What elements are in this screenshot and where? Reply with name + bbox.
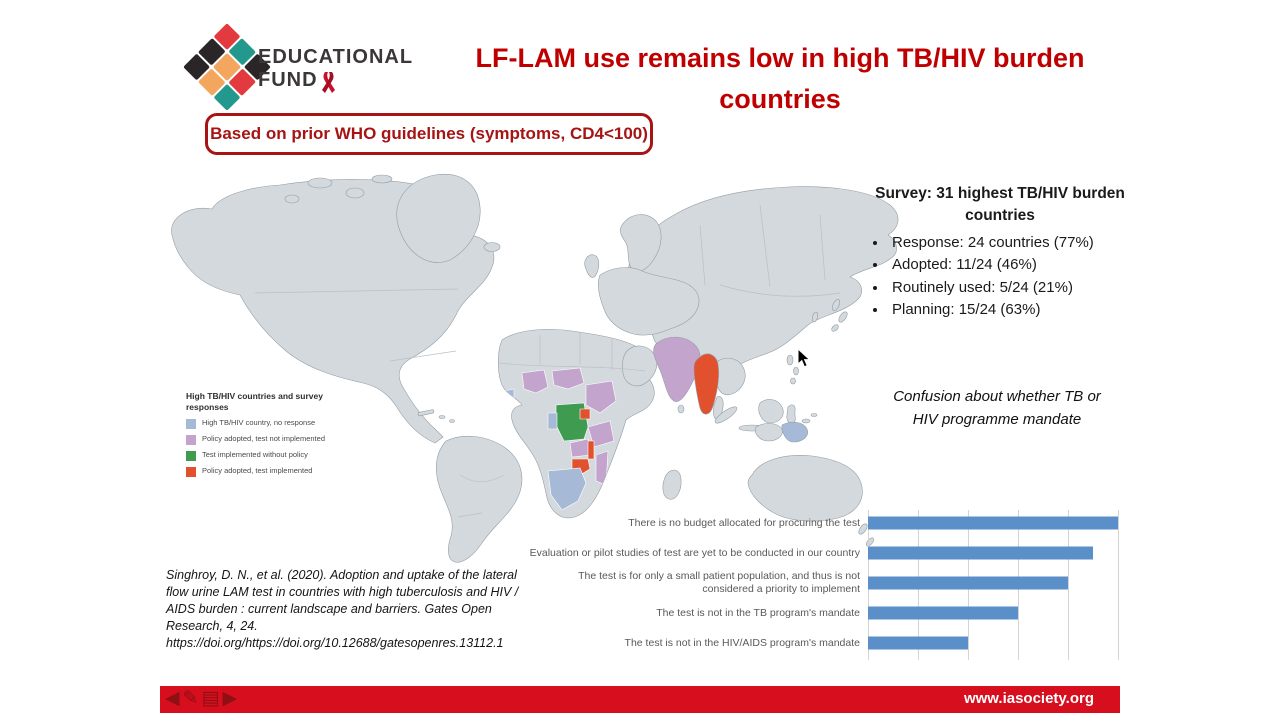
previous-arrow-icon[interactable]: ◀ (165, 687, 183, 709)
survey-bullet: Planning: 15/24 (63%) (888, 299, 1128, 322)
bar-track (868, 568, 1118, 598)
map-country-policy-not-implemented (521, 369, 549, 394)
map-europe (598, 267, 700, 336)
notes-icon[interactable]: ▤ (201, 687, 223, 709)
barriers-bar-chart: There is no budget allocated for procuri… (528, 508, 1120, 660)
legend-item: Policy adopted, test not implemented (186, 434, 344, 446)
map-myanmar-thailand (693, 353, 719, 415)
map-country-policy-implemented (579, 408, 591, 420)
who-guidelines-callout: Based on prior WHO guidelines (symptoms,… (205, 113, 653, 155)
map-country-policy-not-implemented (587, 420, 615, 448)
bar (868, 636, 968, 650)
map-legend: High TB/HIV countries and survey respons… (186, 391, 344, 478)
survey-bullet: Response: 24 countries (77%) (888, 232, 1128, 255)
map-australia (747, 455, 863, 522)
mouse-cursor-icon (797, 348, 811, 368)
legend-item: High TB/HIV country, no response (186, 418, 344, 430)
legend-item: Policy adopted, test implemented (186, 466, 344, 478)
bar (868, 576, 1068, 590)
bar-label: The test is not in the HIV/AIDS program'… (624, 636, 860, 649)
bar-track (868, 628, 1118, 658)
map-country-policy-implemented (587, 440, 595, 460)
bar (868, 606, 1018, 620)
chart-row: The test is not in the TB program's mand… (528, 598, 1120, 628)
chart-row: There is no budget allocated for procuri… (528, 508, 1120, 538)
map-scandinavia (620, 214, 662, 272)
bar-label: Evaluation or pilot studies of test are … (529, 546, 860, 559)
world-map (171, 173, 899, 563)
callout-text: Based on prior WHO guidelines (symptoms,… (210, 124, 648, 143)
bar-track (868, 508, 1118, 538)
survey-summary: Survey: 31 highest TB/HIV burden countri… (872, 183, 1128, 322)
map-country-no-response (547, 412, 558, 430)
survey-heading: Survey: 31 highest TB/HIV burden countri… (875, 185, 1125, 225)
citation: Singhroy, D. N., et al. (2020). Adoption… (166, 568, 519, 650)
footer-url: www.iasociety.org (963, 690, 1094, 707)
map-arabia (622, 345, 658, 387)
chart-row: Evaluation or pilot studies of test are … (528, 538, 1120, 568)
legend-swatch-policy-adopted (186, 435, 196, 446)
bar-track (868, 598, 1118, 628)
bar-track (868, 538, 1118, 568)
logo-line1: EDUCATIONAL (258, 46, 414, 68)
map-india (653, 336, 701, 402)
slide-nav-icons: ◀✎▤▶ (165, 687, 240, 709)
map-papua-new-guinea (781, 421, 808, 443)
bar (868, 546, 1093, 560)
survey-bullet: Adopted: 11/24 (46%) (888, 254, 1128, 277)
map-country-policy-not-implemented (551, 367, 585, 390)
legend-swatch-policy-implemented (186, 467, 196, 478)
map-asia (625, 186, 899, 383)
survey-bullet: Routinely used: 5/24 (21%) (888, 277, 1128, 300)
map-country-policy-not-implemented (595, 450, 609, 486)
pencil-icon[interactable]: ✎ (182, 687, 202, 709)
logo-wordmark: EDUCATIONAL FUND (258, 46, 413, 97)
legend-item: Test implemented without policy (186, 450, 344, 462)
map-iceland (483, 242, 501, 252)
confusion-note: Confusion about whether TB or HIV progra… (893, 388, 1101, 428)
map-madagascar (662, 469, 682, 500)
legend-swatch-no-response (186, 419, 196, 430)
slide-title: LF-LAM use remains low in high TB/HIV bu… (475, 43, 1085, 115)
map-country-policy-not-implemented (585, 380, 617, 414)
bar-label: There is no budget allocated for procuri… (628, 516, 860, 529)
aids-ribbon-icon (321, 72, 335, 93)
bar-label: The test is for only a small patient pop… (578, 570, 860, 595)
footer-bar: ◀✎▤▶ www.iasociety.org (160, 686, 1120, 713)
chart-row: The test is for only a small patient pop… (528, 568, 1120, 598)
next-arrow-icon[interactable]: ▶ (222, 687, 241, 709)
legend-swatch-test-implemented (186, 451, 196, 462)
survey-bullet-list: Response: 24 countries (77%) Adopted: 11… (872, 232, 1128, 322)
legend-title: High TB/HIV countries and survey respons… (186, 391, 323, 413)
map-south-america (435, 435, 523, 563)
bar (868, 516, 1118, 530)
map-country-no-response (547, 467, 587, 511)
logo-line2: FUND (258, 69, 318, 91)
map-greenland (396, 173, 481, 263)
map-uk (584, 254, 600, 278)
bar-label: The test is not in the TB program's mand… (656, 606, 860, 619)
chart-row: The test is not in the HIV/AIDS program'… (528, 628, 1120, 658)
